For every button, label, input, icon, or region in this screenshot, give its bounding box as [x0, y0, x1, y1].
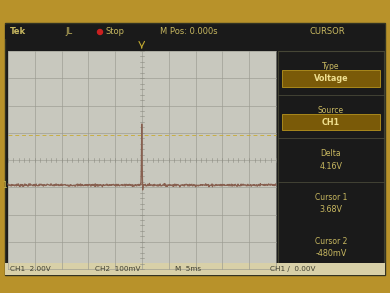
- Bar: [5, 23, 385, 275]
- Bar: [8, 51, 276, 269]
- Text: -480mV: -480mV: [315, 249, 347, 258]
- Text: 3.68V: 3.68V: [319, 205, 342, 214]
- Bar: [282, 114, 380, 130]
- Text: Voltage: Voltage: [314, 74, 348, 83]
- Text: Source: Source: [318, 106, 344, 115]
- Text: Delta: Delta: [321, 149, 341, 159]
- Text: Tek: Tek: [10, 28, 26, 37]
- Text: Stop: Stop: [105, 28, 124, 37]
- Bar: [282, 70, 380, 87]
- Text: Cursor 1: Cursor 1: [315, 193, 347, 202]
- Text: CH1 /  0.00V: CH1 / 0.00V: [270, 266, 316, 272]
- Circle shape: [98, 30, 103, 35]
- Bar: [5, 263, 385, 275]
- Text: 4.16V: 4.16V: [319, 162, 342, 171]
- Bar: [278, 51, 384, 269]
- Text: Type: Type: [322, 62, 340, 71]
- Text: CH1  2.00V: CH1 2.00V: [10, 266, 51, 272]
- Text: M Pos: 0.000s: M Pos: 0.000s: [160, 28, 218, 37]
- Text: CH1: CH1: [322, 117, 340, 127]
- Bar: [5, 25, 385, 39]
- Text: JL: JL: [65, 28, 72, 37]
- Text: 1: 1: [2, 180, 7, 190]
- Text: CURSOR: CURSOR: [310, 28, 346, 37]
- Text: M  5ms: M 5ms: [175, 266, 201, 272]
- Text: Cursor 2: Cursor 2: [315, 236, 347, 246]
- Text: CH2  100mV: CH2 100mV: [95, 266, 140, 272]
